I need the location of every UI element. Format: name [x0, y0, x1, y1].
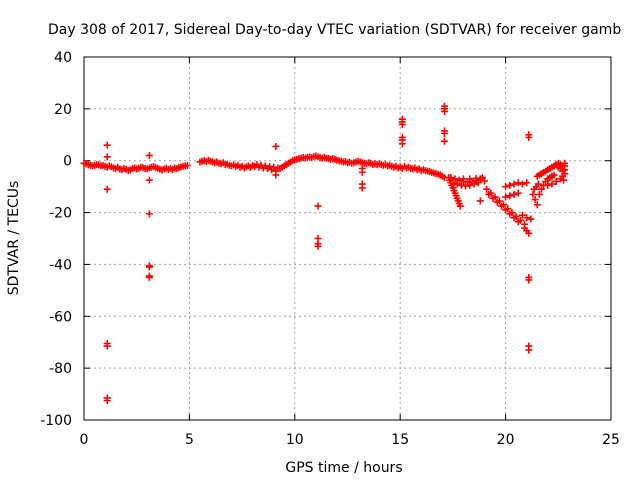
- data-point: [103, 153, 111, 161]
- data-point: [459, 175, 467, 183]
- data-point: [451, 175, 459, 183]
- data-point: [518, 180, 526, 188]
- data-point: [514, 179, 522, 187]
- data-point: [398, 120, 406, 128]
- data-point: [560, 176, 568, 184]
- y-tick-label: 20: [54, 102, 72, 118]
- data-point: [103, 397, 111, 405]
- data-point: [514, 189, 522, 197]
- data-point: [544, 181, 552, 189]
- y-tick-label: -40: [49, 257, 72, 273]
- data-point: [514, 218, 522, 226]
- data-point: [455, 176, 463, 184]
- data-point: [493, 198, 501, 206]
- data-point: [506, 192, 514, 200]
- data-point: [552, 177, 560, 185]
- data-point: [506, 181, 514, 189]
- data-point: [466, 175, 474, 183]
- data-point: [525, 133, 533, 141]
- data-point: [358, 168, 366, 176]
- chart-title: Day 308 of 2017, Sidereal Day-to-day VTE…: [48, 22, 621, 38]
- data-point: [502, 206, 510, 214]
- data-point: [502, 183, 510, 191]
- data-point: [478, 174, 486, 182]
- y-tick-label: 0: [63, 154, 72, 170]
- data-point: [548, 180, 556, 188]
- data-point: [483, 185, 491, 193]
- data-point: [474, 179, 482, 187]
- data-point: [529, 190, 537, 198]
- data-point: [398, 140, 406, 148]
- data-point: [272, 142, 280, 150]
- data-point: [535, 190, 543, 198]
- data-point: [358, 184, 366, 192]
- data-point: [525, 229, 533, 237]
- y-tick-label: -80: [49, 361, 72, 377]
- data-point: [145, 152, 153, 160]
- data-point: [453, 180, 461, 188]
- y-axis-label: SDTVAR / TECUs: [6, 181, 22, 296]
- data-point: [103, 342, 111, 350]
- data-point: [561, 162, 569, 170]
- y-tick-label: -20: [49, 206, 72, 222]
- data-point: [485, 190, 493, 198]
- data-point: [145, 210, 153, 218]
- data-point: [314, 202, 322, 210]
- data-point: [470, 180, 478, 188]
- axis-ticks: -100 -80 -60 -40 -20 0 20 40 0 5 10 15 20 25: [40, 50, 620, 448]
- data-point: [272, 171, 280, 179]
- data-point: [476, 197, 484, 205]
- data-point: [502, 193, 510, 201]
- data-point: [466, 181, 474, 189]
- data-point: [527, 215, 535, 223]
- grid: [84, 57, 611, 420]
- data-point: [525, 346, 533, 354]
- data-point: [183, 161, 191, 169]
- x-tick-label: 20: [497, 432, 515, 448]
- x-tick-label: 0: [80, 432, 89, 448]
- data-point: [537, 185, 545, 193]
- data-point: [447, 174, 455, 182]
- data-point: [440, 137, 448, 145]
- data-point: [523, 214, 531, 222]
- data-point: [440, 129, 448, 137]
- data-point: [550, 171, 558, 179]
- data-point: [456, 202, 464, 210]
- data-point: [472, 174, 480, 182]
- x-tick-label: 10: [286, 432, 304, 448]
- data-point: [506, 210, 514, 218]
- data-point: [145, 263, 153, 271]
- data-point: [145, 273, 153, 281]
- data-point: [103, 141, 111, 149]
- data-point: [510, 214, 518, 222]
- data-point: [440, 107, 448, 115]
- data-point: [510, 190, 518, 198]
- data-point: [145, 176, 153, 184]
- data-points: [80, 102, 569, 405]
- data-point: [497, 202, 505, 210]
- x-axis-label: GPS time / hours: [285, 460, 402, 476]
- x-tick-label: 25: [602, 432, 620, 448]
- y-tick-label: -100: [40, 413, 72, 429]
- data-point: [525, 276, 533, 284]
- x-tick-label: 15: [391, 432, 409, 448]
- data-point: [523, 179, 531, 187]
- data-point: [103, 185, 111, 193]
- y-tick-label: -60: [49, 309, 72, 325]
- data-point: [510, 180, 518, 188]
- y-tick-label: 40: [54, 50, 72, 66]
- data-point: [518, 211, 526, 219]
- data-point: [449, 179, 457, 187]
- plot-frame: [83, 56, 612, 421]
- data-point: [314, 242, 322, 250]
- data-point: [534, 180, 542, 188]
- x-tick-label: 5: [185, 432, 194, 448]
- data-point: [531, 196, 539, 204]
- data-point: [489, 194, 497, 202]
- data-point: [533, 201, 541, 209]
